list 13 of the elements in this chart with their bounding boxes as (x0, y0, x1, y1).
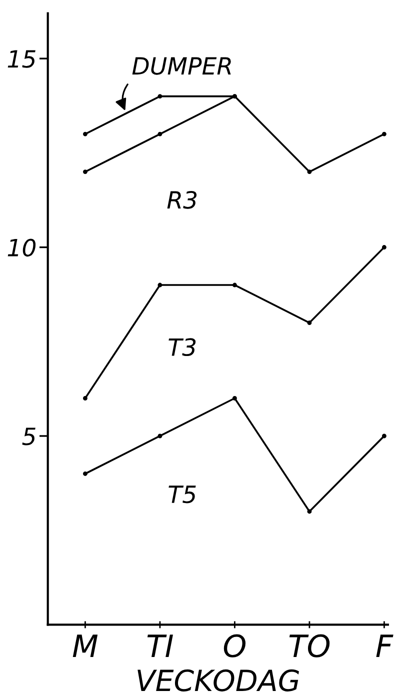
x-tick-label: TO (289, 634, 330, 658)
x-tick-label: TI (147, 634, 173, 657)
series-label: DUMPER (132, 57, 231, 75)
x-axis-title: VECKODAG (138, 669, 299, 692)
y-tick-label: 10 (8, 238, 36, 257)
series-label: T3 (168, 338, 196, 356)
text: T5 (168, 486, 196, 504)
text: R3 (167, 190, 197, 209)
y-tick-label: 5 (22, 428, 36, 446)
x-tick-label: M (72, 634, 98, 657)
x-tick-label: O (224, 634, 246, 658)
x-tick-label: F (376, 634, 394, 657)
y-tick-label: 15 (8, 50, 36, 68)
